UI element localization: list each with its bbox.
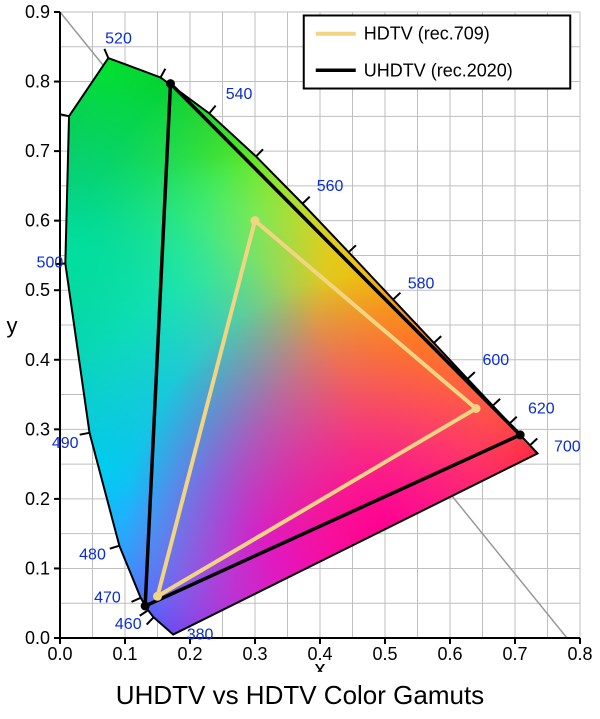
svg-text:560: 560 bbox=[317, 178, 344, 195]
svg-text:0.8: 0.8 bbox=[567, 644, 592, 664]
svg-text:y: y bbox=[7, 313, 18, 338]
svg-text:480: 480 bbox=[79, 547, 106, 564]
svg-text:500: 500 bbox=[37, 254, 64, 271]
svg-text:0.4: 0.4 bbox=[25, 350, 50, 370]
svg-text:540: 540 bbox=[226, 86, 253, 103]
svg-text:HDTV (rec.709): HDTV (rec.709) bbox=[364, 24, 490, 44]
svg-text:0.8: 0.8 bbox=[25, 72, 50, 92]
svg-text:0.9: 0.9 bbox=[25, 2, 50, 22]
svg-text:380: 380 bbox=[187, 627, 214, 644]
svg-text:0.6: 0.6 bbox=[25, 211, 50, 231]
svg-text:490: 490 bbox=[52, 435, 79, 452]
svg-text:620: 620 bbox=[528, 400, 555, 417]
svg-text:0.7: 0.7 bbox=[502, 644, 527, 664]
svg-text:0.3: 0.3 bbox=[25, 419, 50, 439]
svg-text:0.6: 0.6 bbox=[437, 644, 462, 664]
svg-text:0.2: 0.2 bbox=[25, 489, 50, 509]
svg-text:0.0: 0.0 bbox=[25, 628, 50, 648]
svg-text:0.1: 0.1 bbox=[25, 558, 50, 578]
svg-text:460: 460 bbox=[115, 616, 142, 633]
svg-text:520: 520 bbox=[105, 30, 132, 47]
svg-text:0.2: 0.2 bbox=[177, 644, 202, 664]
svg-text:600: 600 bbox=[483, 352, 510, 369]
svg-text:0.1: 0.1 bbox=[112, 644, 137, 664]
chromaticity-chart: 0.0 0.1 0.2 0.3 0.4 0.5 0.6 0.7 0.8 0.0 0.1 0.2 0.3 0… bbox=[0, 0, 600, 672]
svg-text:0.5: 0.5 bbox=[25, 280, 50, 300]
svg-text:470: 470 bbox=[94, 590, 121, 607]
svg-text:UHDTV (rec.2020): UHDTV (rec.2020) bbox=[364, 60, 513, 80]
chart-caption: UHDTV vs HDTV Color Gamuts bbox=[0, 680, 600, 711]
svg-text:0.5: 0.5 bbox=[372, 644, 397, 664]
svg-text:0.0: 0.0 bbox=[47, 644, 72, 664]
svg-text:580: 580 bbox=[408, 275, 435, 292]
svg-text:0.7: 0.7 bbox=[25, 141, 50, 161]
svg-text:0.3: 0.3 bbox=[242, 644, 267, 664]
svg-text:700: 700 bbox=[554, 439, 581, 456]
svg-text:x: x bbox=[315, 656, 326, 672]
